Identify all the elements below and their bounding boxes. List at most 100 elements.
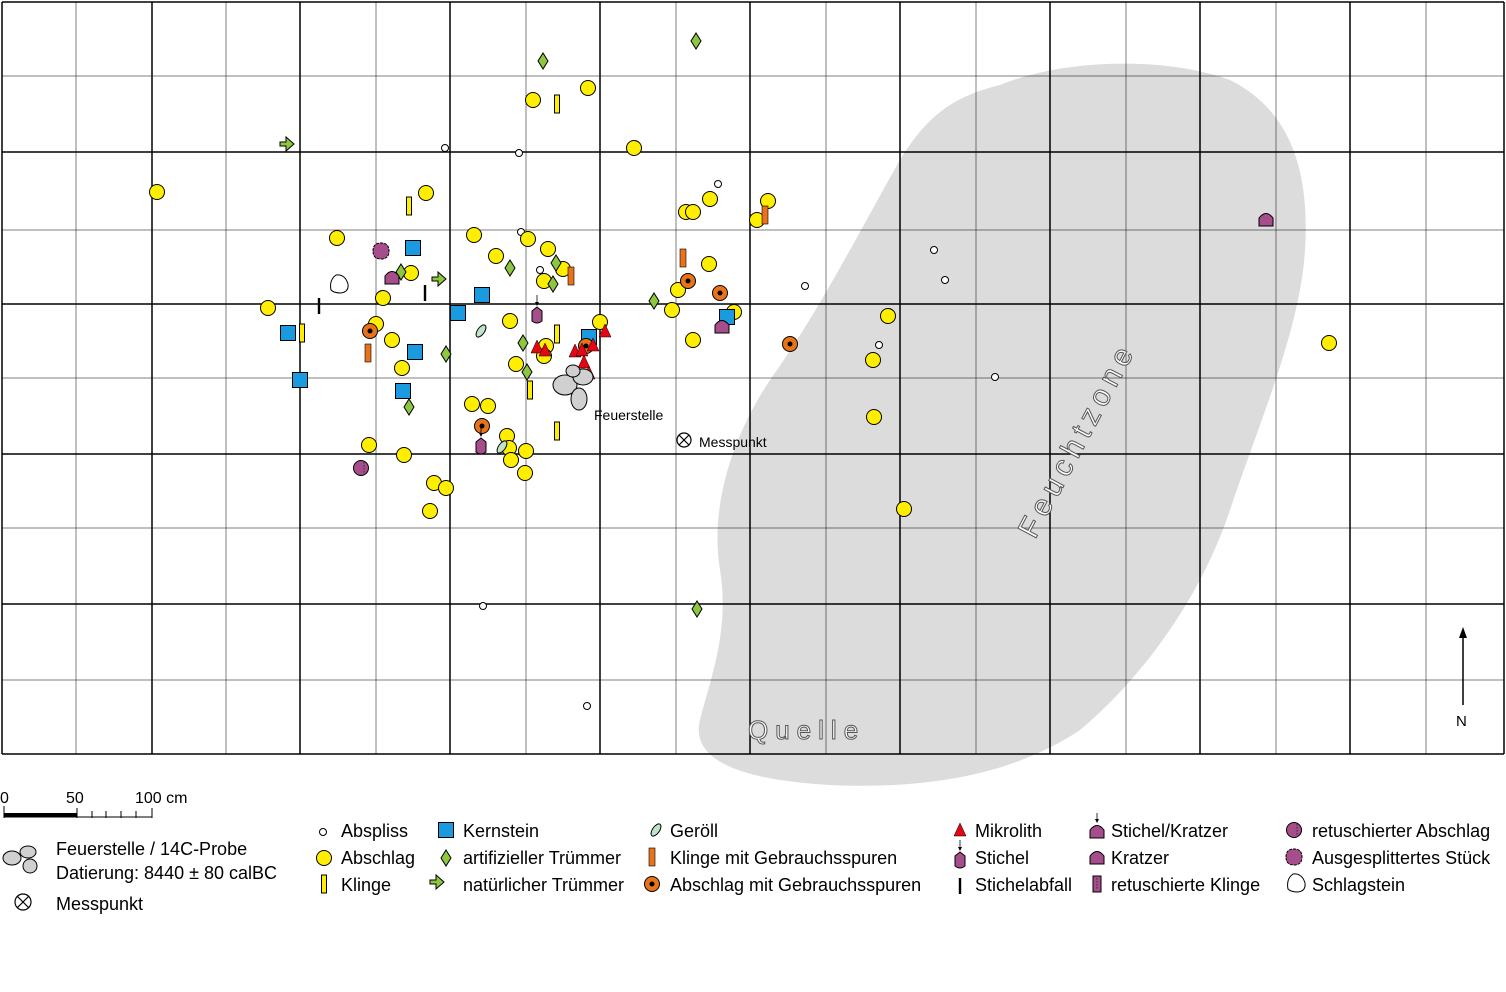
abspliss-point [875, 341, 883, 349]
legend-abspliss: Abspliss [341, 821, 408, 841]
abschlag-point [503, 452, 519, 468]
abspliss-point [515, 149, 523, 157]
artifizieller-truemmer-point [403, 398, 415, 416]
stichelabfall-point [317, 298, 321, 314]
stichel-point [475, 437, 487, 455]
mikrolith-point [538, 342, 552, 357]
legend-nat-truemmer-icon [429, 873, 445, 891]
feuerstelle-symbol [552, 364, 594, 411]
kernstein-point [280, 325, 296, 341]
abschlag-gebrauch-core [479, 423, 485, 429]
messpunkt-label: Messpunkt [699, 434, 767, 450]
abschlag-point [480, 398, 496, 414]
legend-ausgesplittert: Ausgesplittertes Stück [1312, 848, 1491, 868]
abschlag-point [520, 231, 536, 247]
abspliss-point [991, 373, 999, 381]
abschlag-point [260, 300, 276, 316]
legend-messpunkt: Messpunkt [56, 894, 143, 914]
artifizieller-truemmer-point [648, 292, 660, 310]
north-arrow-icon [1459, 627, 1467, 705]
legend-feuerstelle-line2: Datierung: 8440 ± 80 calBC [56, 863, 277, 883]
abspliss-point [583, 702, 591, 710]
abschlag-gebrauch-core [787, 341, 793, 347]
abschlag-point [502, 313, 518, 329]
stichel-arrowhead [1095, 819, 1099, 823]
artifizieller-truemmer-point [504, 259, 516, 277]
scale-50: 50 [66, 790, 84, 807]
abschlag-point [418, 185, 434, 201]
legend-retusch-klinge: retuschierte Klinge [1111, 875, 1260, 895]
abschlag-point [592, 314, 608, 330]
legend-klinge: Klinge [341, 875, 391, 895]
abschlag-point [670, 282, 686, 298]
kernstein-point [450, 305, 466, 321]
legend-stichel-kratzer-icon [1089, 825, 1105, 839]
abschlag-point [375, 290, 391, 306]
messpunkt-symbol [676, 432, 692, 448]
legend-retusch-abschlag-icon [1286, 822, 1302, 838]
abschlag-gebrauch-core [583, 343, 589, 349]
legend-kratzer-icon [1089, 851, 1105, 865]
legend-abschlag-icon [316, 850, 332, 866]
artifizieller-truemmer-point [691, 600, 703, 618]
abschlag-point [438, 480, 454, 496]
abspliss-point [479, 602, 487, 610]
kernstein-point [407, 344, 423, 360]
legend-kernstein: Kernstein [463, 821, 539, 841]
abschlag-point [384, 332, 400, 348]
legend-art-truemmer: artifizieller Trümmer [463, 848, 621, 868]
scale-100: 100 cm [135, 790, 187, 807]
abschlag-point [517, 465, 533, 481]
legend-symbols [316, 813, 1306, 894]
legend-ausgesplittert-icon [1285, 848, 1303, 866]
kernstein-point [395, 383, 411, 399]
abspliss-point [941, 276, 949, 284]
artifizieller-truemmer-point [547, 275, 559, 293]
kernstein-point [474, 287, 490, 303]
abschlag-point [464, 396, 480, 412]
legend-stichelabfall: Stichelabfall [975, 875, 1072, 895]
kernstein-point [292, 372, 308, 388]
abschlag-point [508, 356, 524, 372]
klinge-point [406, 196, 412, 216]
legend-stichel: Stichel [975, 848, 1029, 868]
legend-art-truemmer-icon [440, 849, 452, 867]
abschlag-point [866, 409, 882, 425]
mikrolith-point [586, 337, 600, 352]
legend-geroell: Geröll [670, 821, 718, 841]
abschlag-point [865, 352, 881, 368]
mikrolith-point [577, 354, 591, 369]
legend-klinge-gebrauch-icon [648, 847, 656, 867]
stichel-arrowhead [479, 433, 483, 437]
klinge-point [527, 380, 533, 400]
legend-kernstein-icon [438, 822, 454, 838]
artifizieller-truemmer-point [440, 345, 452, 363]
quelle-label: Quelle [748, 715, 865, 745]
abschlag-point [626, 140, 642, 156]
klinge-point [554, 324, 560, 344]
abschlag-point [664, 302, 680, 318]
abschlag-point [396, 447, 412, 463]
klinge-point [554, 94, 560, 114]
abschlag-point [525, 92, 541, 108]
abschlag-point [466, 227, 482, 243]
abschlag-point [701, 256, 717, 272]
legend-nat-truemmer: natürlicher Trümmer [463, 875, 624, 895]
legend-mikrolith: Mikrolith [975, 821, 1042, 841]
abspliss-point [801, 282, 809, 290]
legend-geroell-icon [650, 823, 662, 837]
kratzer-point [714, 320, 730, 334]
abspliss-point [441, 144, 449, 152]
abschlag-gebrauch-core [649, 881, 655, 887]
abschlag-point [880, 308, 896, 324]
artifizieller-truemmer-point [517, 334, 529, 352]
legend-mikrolith-icon [953, 822, 967, 837]
legend-messpunkt-icon [14, 893, 32, 911]
abschlag-point [488, 248, 504, 264]
legend-abschlag-gebrauch: Abschlag mit Gebrauchsspuren [670, 875, 921, 895]
kratzer-point [1258, 213, 1274, 227]
abspliss-point [714, 180, 722, 188]
abschlag-point [540, 241, 556, 257]
legend-stichel-icon [954, 851, 966, 869]
